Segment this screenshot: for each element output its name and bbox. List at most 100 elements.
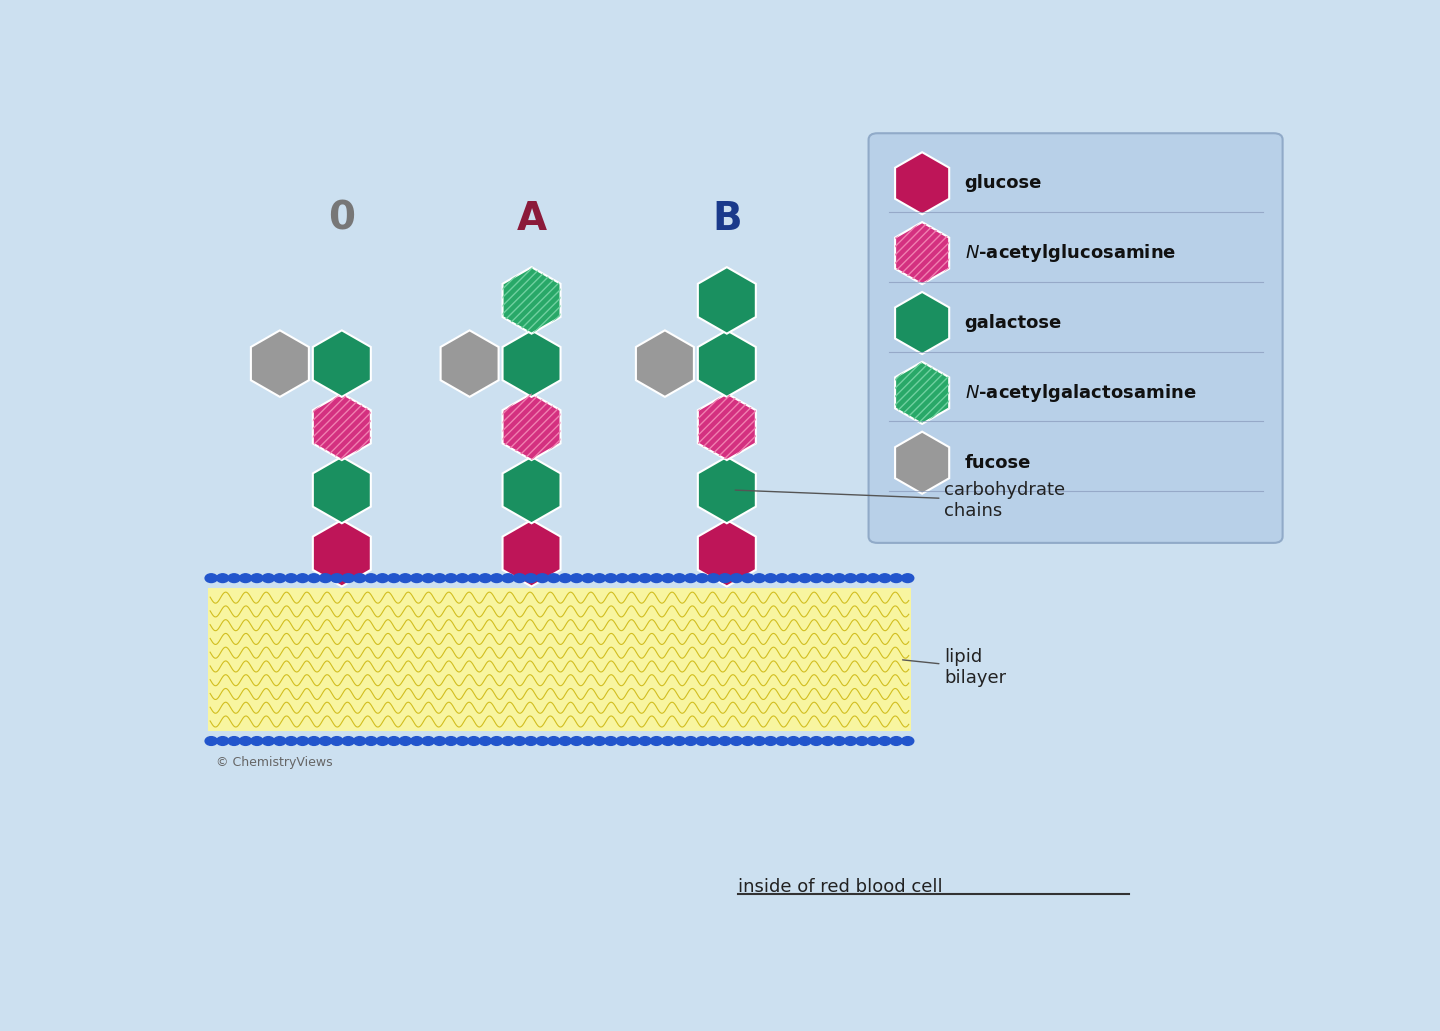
Circle shape bbox=[262, 574, 275, 583]
Circle shape bbox=[433, 574, 446, 583]
Circle shape bbox=[364, 736, 377, 745]
Polygon shape bbox=[503, 520, 560, 587]
Circle shape bbox=[570, 574, 583, 583]
Circle shape bbox=[353, 574, 366, 583]
Circle shape bbox=[491, 736, 503, 745]
Text: $\it{N}$-acetylgalactosamine: $\it{N}$-acetylgalactosamine bbox=[965, 381, 1197, 404]
Circle shape bbox=[251, 736, 264, 745]
Circle shape bbox=[308, 736, 320, 745]
Circle shape bbox=[605, 736, 616, 745]
Polygon shape bbox=[251, 330, 308, 397]
Circle shape bbox=[684, 736, 697, 745]
Circle shape bbox=[297, 574, 308, 583]
Circle shape bbox=[799, 736, 811, 745]
Circle shape bbox=[844, 736, 857, 745]
Circle shape bbox=[788, 736, 799, 745]
Circle shape bbox=[262, 736, 275, 745]
Circle shape bbox=[387, 574, 400, 583]
Circle shape bbox=[832, 574, 845, 583]
Circle shape bbox=[410, 736, 423, 745]
Circle shape bbox=[672, 574, 685, 583]
Circle shape bbox=[422, 574, 435, 583]
Circle shape bbox=[651, 736, 662, 745]
Polygon shape bbox=[896, 292, 949, 354]
Circle shape bbox=[776, 736, 788, 745]
Circle shape bbox=[536, 574, 549, 583]
Circle shape bbox=[456, 574, 468, 583]
Circle shape bbox=[239, 736, 252, 745]
Polygon shape bbox=[698, 394, 756, 460]
Text: glucose: glucose bbox=[965, 174, 1043, 192]
Circle shape bbox=[867, 736, 880, 745]
Circle shape bbox=[399, 574, 412, 583]
Circle shape bbox=[776, 574, 788, 583]
Circle shape bbox=[855, 574, 868, 583]
Circle shape bbox=[799, 574, 811, 583]
Circle shape bbox=[593, 574, 606, 583]
Circle shape bbox=[503, 736, 514, 745]
Circle shape bbox=[308, 574, 320, 583]
Polygon shape bbox=[503, 267, 560, 334]
FancyBboxPatch shape bbox=[868, 133, 1283, 543]
Circle shape bbox=[730, 736, 743, 745]
Polygon shape bbox=[441, 330, 498, 397]
Circle shape bbox=[719, 736, 732, 745]
Circle shape bbox=[832, 736, 845, 745]
Circle shape bbox=[890, 736, 903, 745]
Circle shape bbox=[547, 736, 560, 745]
Circle shape bbox=[651, 574, 662, 583]
Circle shape bbox=[503, 574, 514, 583]
Circle shape bbox=[343, 736, 354, 745]
Polygon shape bbox=[896, 222, 949, 285]
Circle shape bbox=[285, 736, 297, 745]
Circle shape bbox=[331, 736, 343, 745]
Circle shape bbox=[570, 736, 583, 745]
Circle shape bbox=[274, 736, 287, 745]
FancyBboxPatch shape bbox=[207, 588, 912, 731]
Circle shape bbox=[822, 736, 834, 745]
Text: galactose: galactose bbox=[965, 314, 1061, 332]
Circle shape bbox=[765, 574, 776, 583]
Circle shape bbox=[582, 574, 595, 583]
Circle shape bbox=[684, 574, 697, 583]
Circle shape bbox=[788, 574, 799, 583]
Text: A: A bbox=[517, 200, 547, 238]
Polygon shape bbox=[312, 457, 372, 524]
Circle shape bbox=[867, 574, 880, 583]
Circle shape bbox=[559, 574, 572, 583]
Circle shape bbox=[364, 574, 377, 583]
Polygon shape bbox=[312, 520, 372, 587]
Circle shape bbox=[628, 736, 639, 745]
Polygon shape bbox=[896, 432, 949, 494]
Circle shape bbox=[513, 736, 526, 745]
Circle shape bbox=[228, 736, 240, 745]
Circle shape bbox=[468, 736, 480, 745]
Polygon shape bbox=[698, 330, 756, 397]
Circle shape bbox=[445, 736, 456, 745]
Circle shape bbox=[456, 736, 468, 745]
Circle shape bbox=[742, 574, 755, 583]
Circle shape bbox=[547, 574, 560, 583]
Circle shape bbox=[707, 574, 720, 583]
Circle shape bbox=[730, 574, 743, 583]
Text: $\it{N}$-acetylglucosamine: $\it{N}$-acetylglucosamine bbox=[965, 242, 1176, 264]
Circle shape bbox=[410, 574, 423, 583]
Circle shape bbox=[513, 574, 526, 583]
Circle shape bbox=[524, 736, 537, 745]
Circle shape bbox=[753, 574, 766, 583]
Polygon shape bbox=[503, 394, 560, 460]
Polygon shape bbox=[312, 330, 372, 397]
Circle shape bbox=[422, 736, 435, 745]
Circle shape bbox=[901, 574, 914, 583]
Circle shape bbox=[639, 736, 651, 745]
Polygon shape bbox=[312, 394, 372, 460]
Circle shape bbox=[605, 574, 616, 583]
Circle shape bbox=[662, 574, 674, 583]
Circle shape bbox=[672, 736, 685, 745]
Text: carbohydrate
chains: carbohydrate chains bbox=[736, 481, 1066, 521]
Circle shape bbox=[285, 574, 297, 583]
Circle shape bbox=[468, 574, 480, 583]
Circle shape bbox=[593, 736, 606, 745]
Circle shape bbox=[480, 574, 491, 583]
Circle shape bbox=[480, 736, 491, 745]
